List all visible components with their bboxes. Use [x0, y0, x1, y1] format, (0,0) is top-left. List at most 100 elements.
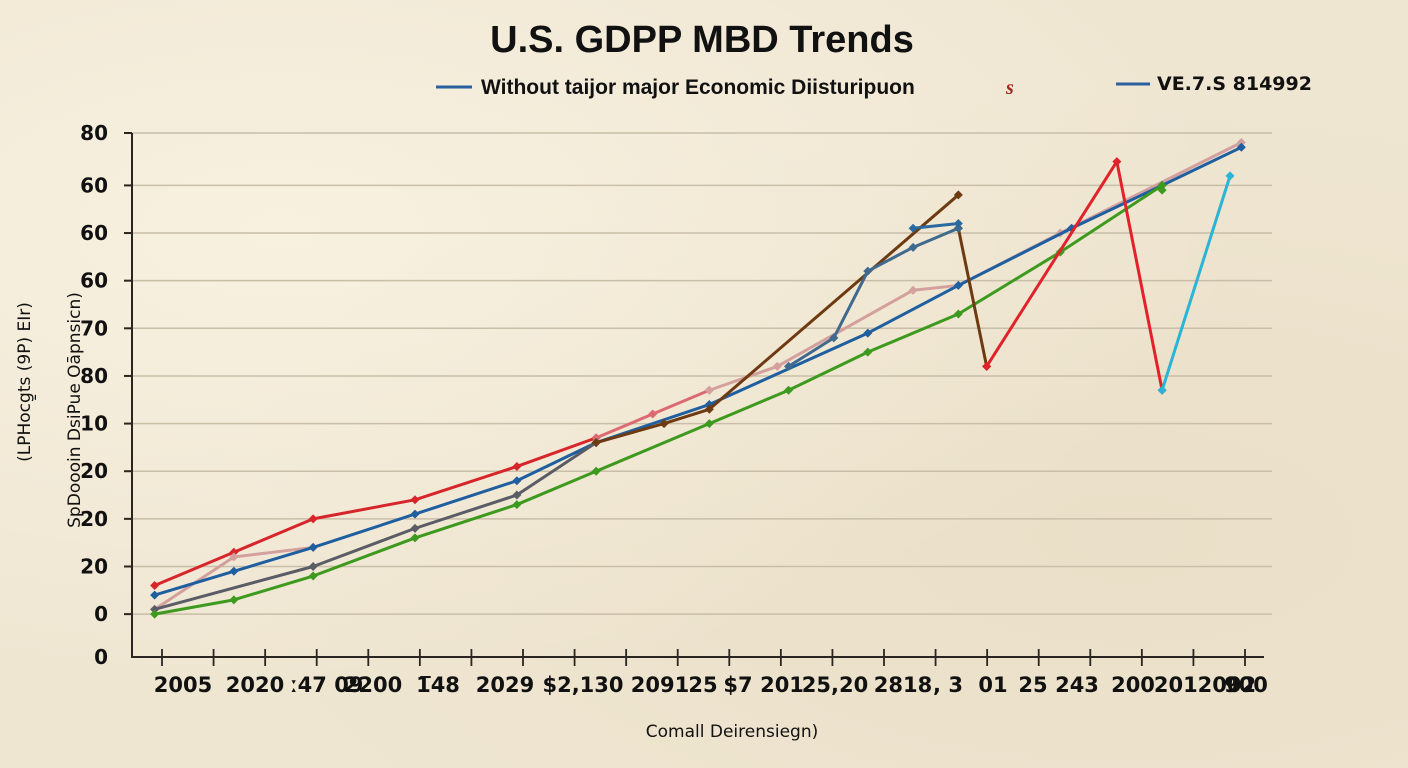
y-tick-label: 20 — [80, 459, 108, 483]
data-point — [648, 409, 658, 419]
data-point — [410, 495, 420, 505]
data-point — [1157, 385, 1167, 395]
y-axis-label-inner: SpDoooin DsiPue Oāpnsicn) — [65, 292, 85, 528]
series-steel-blue-lower — [784, 223, 963, 371]
data-point — [308, 514, 318, 524]
data-point — [308, 571, 318, 581]
x-tick-label: 900 — [1224, 673, 1268, 697]
axes — [131, 133, 1264, 658]
series-line — [153, 436, 598, 588]
series-line — [956, 226, 989, 368]
data-point — [784, 361, 794, 371]
series-line — [1160, 174, 1232, 392]
series-blue — [150, 142, 1246, 600]
data-point — [953, 280, 963, 290]
data-point — [772, 361, 782, 371]
series-green — [150, 180, 1167, 619]
x-tick-label: 201 — [760, 673, 804, 697]
x-tick-label: 1̅48 — [416, 673, 460, 697]
y-tick-label: 20 — [80, 507, 108, 531]
y-tick-label: 80 — [80, 364, 108, 388]
data-point — [1236, 142, 1246, 152]
y-axis-label-outer: (LPHocg̱ts (9P) EIr) — [15, 302, 38, 462]
y-tick-label: 70 — [80, 316, 108, 340]
x-axis-label: Comall Deirensiegn) — [646, 722, 818, 742]
series-line — [911, 222, 960, 230]
series-line — [707, 141, 1243, 392]
gridlines — [132, 132, 1272, 615]
y-tick-label: 20 — [80, 554, 108, 578]
x-tick-label: 2029 — [476, 673, 534, 697]
x-tick-label: 2818 — [874, 673, 932, 697]
x-tick-label: , 3 — [933, 673, 963, 697]
series-line — [594, 193, 960, 445]
x-tick-label: 2005 — [154, 673, 212, 697]
data-point — [512, 476, 522, 486]
series-line — [153, 145, 1243, 597]
y-tick-label: 10 — [80, 412, 108, 436]
data-point — [953, 190, 963, 200]
data-point — [410, 509, 420, 519]
data-point — [1112, 157, 1122, 167]
data-point — [704, 419, 714, 429]
x-tick-label: 2012002 — [1154, 673, 1256, 697]
data-point — [229, 595, 239, 605]
y-tick-label: 60 — [80, 173, 108, 197]
series-group — [150, 138, 1246, 619]
data-point — [863, 266, 873, 276]
series-steel-blue-upper — [908, 219, 963, 233]
legend-label-2: VE.7.S 814992 — [1157, 73, 1312, 95]
data-point — [953, 309, 963, 319]
data-point — [410, 533, 420, 543]
data-point — [308, 561, 318, 571]
data-point — [512, 500, 522, 510]
x-tick-label: 2091 — [631, 673, 689, 697]
data-point — [704, 404, 714, 414]
data-point — [1236, 138, 1246, 148]
data-point — [704, 385, 714, 395]
x-tick-label: 01 — [978, 673, 1007, 697]
data-point — [150, 609, 160, 619]
y-tick-label: 0 — [94, 602, 108, 626]
data-point — [150, 604, 160, 614]
x-tick-label: ː47 09 — [291, 673, 364, 697]
data-point — [150, 590, 160, 600]
data-point — [982, 361, 992, 371]
x-tick-label: $2,130 — [542, 673, 623, 697]
data-point — [1157, 180, 1167, 190]
series-cyan — [1157, 171, 1235, 395]
y-tick-label: 80 — [80, 121, 108, 145]
data-point — [308, 542, 318, 552]
data-point — [659, 419, 669, 429]
y-axis-ticks: 0 0 20 20 20 10 80 70 60 60 60 80 — [80, 121, 132, 669]
data-point — [908, 285, 918, 295]
data-point — [410, 523, 420, 533]
data-point — [591, 433, 601, 443]
data-point — [1157, 185, 1167, 195]
data-point — [908, 223, 918, 233]
series-brown — [591, 190, 963, 448]
series-light-pink-upper — [704, 138, 1246, 395]
x-tick-label: 25 — [1018, 673, 1047, 697]
data-point — [863, 347, 873, 357]
data-point — [229, 566, 239, 576]
legend: Without taijor major Economic Diisturipu… — [436, 73, 1312, 99]
data-point — [784, 385, 794, 395]
x-tick-label: 25 — [688, 673, 717, 697]
y-tick-label: 60 — [80, 221, 108, 245]
x-tick-label: $7 — [723, 673, 752, 697]
data-point — [908, 242, 918, 252]
x-tick-label: 25,20 — [802, 673, 868, 697]
data-point — [512, 490, 522, 500]
legend-label-1: Without taijor major Economic Diisturipu… — [481, 76, 915, 99]
data-point — [953, 223, 963, 233]
data-point — [512, 461, 522, 471]
data-point — [863, 328, 873, 338]
legend-label-1-suffix: s — [1005, 77, 1014, 99]
data-point — [229, 547, 239, 557]
data-point — [953, 219, 963, 229]
data-point — [591, 438, 601, 448]
y-tick-label: 0 — [94, 645, 108, 669]
x-tick-label: 200 — [1111, 673, 1155, 697]
